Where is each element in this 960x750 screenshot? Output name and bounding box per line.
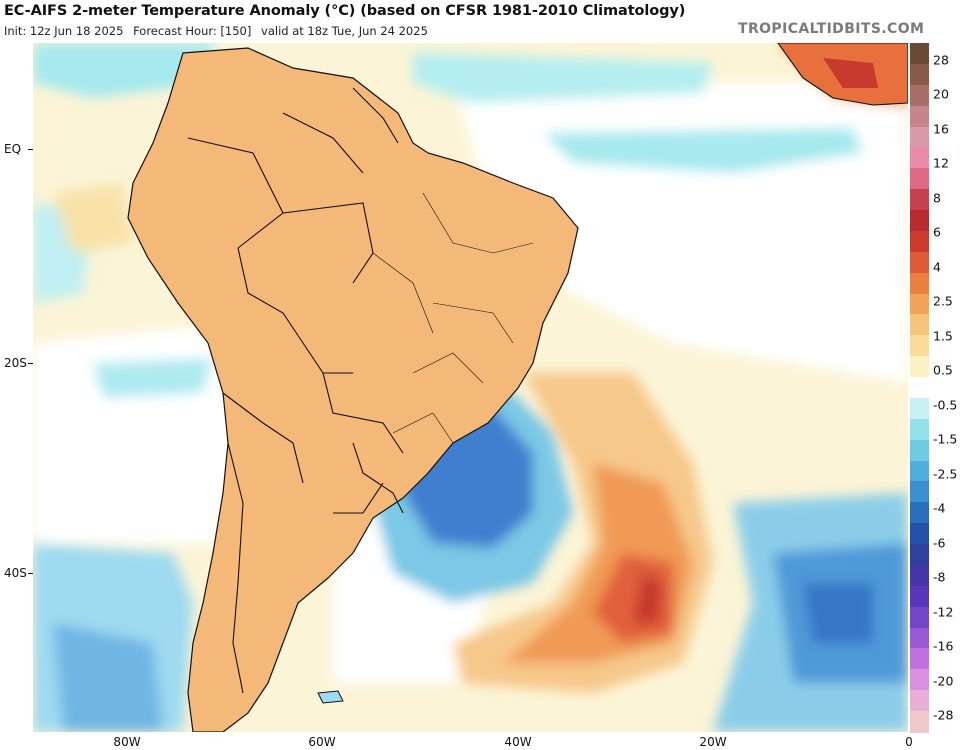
lat-label-eq: EQ	[4, 142, 22, 156]
colorbar-label: -1.5	[933, 431, 958, 447]
colorbar-swatch	[910, 669, 929, 691]
colorbar-swatch	[910, 418, 929, 441]
lon-label-80w: 80W	[113, 735, 141, 749]
colorbar-swatch	[910, 523, 929, 545]
colorbar-swatch	[910, 251, 929, 274]
forecast-hour: Forecast Hour: [150]	[133, 24, 252, 38]
valid-time: valid at 18z Tue, Jun 24 2025	[261, 24, 428, 38]
lat-tick	[28, 363, 33, 364]
colorbar-swatch	[910, 43, 929, 65]
colorbar-label: -20	[933, 673, 954, 689]
lat-tick	[28, 149, 33, 150]
colorbar-swatch	[910, 126, 929, 148]
colorbar-swatch	[910, 627, 929, 650]
init-time: Init: 12z Jun 18 2025	[4, 24, 124, 38]
colorbar-swatch	[910, 377, 929, 399]
lon-label-20w: 20W	[699, 735, 727, 749]
colorbar-swatch	[910, 690, 929, 712]
colorbar-label: -6	[933, 535, 946, 551]
colorbar-swatch	[910, 544, 929, 566]
colorbar-label: 6	[933, 224, 941, 240]
colorbar-swatch	[910, 502, 929, 524]
colorbar-label: -4	[933, 500, 946, 516]
lat-label-20s: 20S	[4, 356, 27, 370]
falkland-islands	[317, 690, 344, 704]
colorbar-label: -16	[933, 638, 954, 654]
color-scale: 28 20 16 12 8 6 4 2.5 1.5 0.5 -0.5 -1.5 -2.5 -4 -6 -8 -1…	[910, 43, 960, 733]
map-title: EC-AIFS 2-meter Temperature Anomaly (°C)…	[4, 3, 686, 19]
colorbar-swatch	[910, 272, 929, 295]
colorbar-label: 0.5	[933, 362, 953, 378]
lon-label-0: 0	[905, 735, 913, 749]
colorbar-swatch	[910, 564, 929, 587]
lat-label-40s: 40S	[4, 566, 27, 580]
colorbar-label: 20	[933, 86, 949, 102]
colorbar-swatch	[910, 711, 929, 733]
colorbar-label: 12	[933, 155, 949, 171]
country-borders	[127, 47, 579, 732]
colorbar-swatch	[910, 84, 929, 107]
lat-tick	[28, 573, 33, 574]
colorbar-swatch	[910, 168, 929, 190]
colorbar-swatch	[910, 293, 929, 315]
map-subtitle: Init: 12z Jun 18 2025 Forecast Hour: [15…	[4, 24, 434, 38]
colorbar-swatch	[910, 147, 929, 169]
colorbar-swatch	[910, 189, 929, 211]
colorbar-label: 2.5	[933, 293, 953, 309]
colorbar-label: 8	[933, 190, 941, 206]
south-america	[127, 47, 579, 732]
colorbar-swatch	[910, 356, 929, 378]
colorbar-label: 16	[933, 121, 949, 137]
colorbar-swatch	[910, 63, 929, 86]
colorbar-swatch	[910, 460, 929, 483]
colorbar-swatch	[910, 210, 929, 232]
colorbar-label: -2.5	[933, 466, 958, 482]
colorbar-swatch	[910, 335, 929, 357]
colorbar-label: -8	[933, 569, 946, 585]
colorbar-label: -28	[933, 707, 954, 723]
colorbar-swatch	[910, 585, 929, 608]
colorbar-swatch	[910, 230, 929, 253]
colorbar-swatch	[910, 481, 929, 503]
lon-label-60w: 60W	[308, 735, 336, 749]
colorbar-label: 28	[933, 52, 949, 68]
colorbar-swatch	[910, 105, 929, 128]
anomaly-map	[33, 43, 908, 732]
colorbar-swatch	[910, 314, 929, 336]
africa-landmass	[777, 43, 908, 106]
colorbar-swatch	[910, 648, 929, 670]
colorbar-swatch	[910, 606, 929, 629]
colorbar-swatch	[910, 397, 929, 420]
colorbar-swatch	[910, 439, 929, 462]
site-credit: TROPICALTIDBITS.COM	[738, 21, 925, 37]
lon-label-40w: 40W	[504, 735, 532, 749]
colorbar-label: 1.5	[933, 328, 953, 344]
colorbar-label: 4	[933, 259, 941, 275]
colorbar-label: -12	[933, 604, 954, 620]
colorbar-label: -0.5	[933, 397, 958, 413]
